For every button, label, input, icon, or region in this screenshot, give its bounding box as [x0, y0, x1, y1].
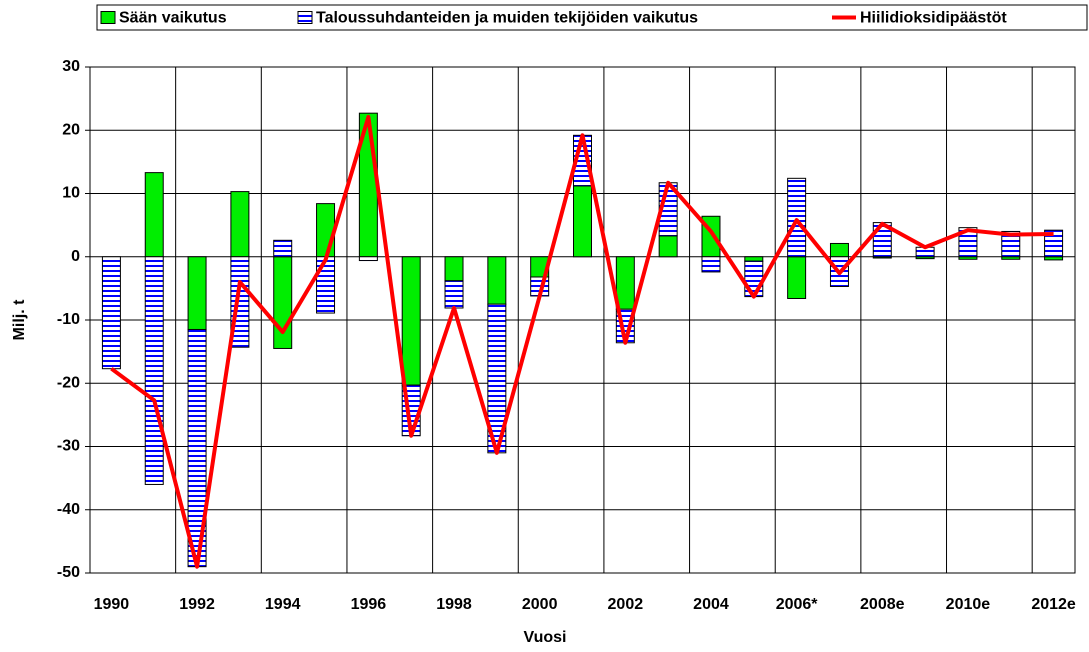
bar	[787, 177, 807, 258]
bar	[701, 256, 721, 273]
x-tick-label: 2002	[608, 596, 644, 613]
y-tick-label: 20	[62, 121, 80, 138]
bar	[273, 256, 293, 349]
bar	[316, 256, 336, 314]
bar	[744, 260, 764, 298]
y-tick-label: -20	[57, 374, 80, 391]
bar	[744, 256, 764, 262]
x-tick-label: 1990	[94, 596, 130, 613]
x-tick-label: 2004	[693, 596, 729, 613]
y-tick-label: 0	[71, 248, 80, 265]
y-tick-label: -30	[57, 438, 80, 455]
bar	[787, 256, 807, 299]
x-tick-label: 2000	[522, 596, 558, 613]
y-tick-label: -40	[57, 501, 80, 518]
bar	[144, 256, 164, 485]
legend-label: Sään vaikutus	[119, 10, 227, 27]
x-tick-label: 2010e	[946, 596, 991, 613]
bar	[358, 256, 378, 262]
x-tick-label: 1998	[436, 596, 472, 613]
line	[110, 114, 1054, 569]
x-axis-label: Vuosi	[524, 629, 567, 646]
bar	[230, 191, 250, 258]
x-tick-label: 2008e	[860, 596, 905, 613]
bar	[144, 172, 164, 258]
legend-label: Hiilidioksidipäästöt	[860, 10, 1007, 27]
bar	[273, 239, 293, 258]
legend-box	[96, 4, 1088, 31]
bar	[958, 227, 978, 258]
x-tick-label: 1996	[351, 596, 387, 613]
x-tick-label: 2012e	[1031, 596, 1076, 613]
bar	[444, 280, 464, 309]
bar	[658, 235, 678, 258]
x-tick-label: 1992	[179, 596, 215, 613]
legend-label: Taloussuhdanteiden ja muiden tekijöiden …	[316, 10, 698, 27]
legend: Sään vaikutus Taloussuhdanteiden ja muide…	[96, 4, 1088, 31]
bar	[1044, 229, 1064, 258]
y-tick-label: 10	[62, 185, 80, 202]
bar	[829, 242, 849, 258]
bar	[1001, 230, 1021, 258]
bar	[615, 256, 635, 310]
bar	[487, 256, 507, 305]
legend-swatch	[297, 11, 313, 24]
bar	[101, 256, 121, 370]
legend-swatch	[100, 11, 116, 24]
y-axis-label: Milj. t	[11, 299, 28, 341]
bar	[573, 185, 592, 258]
bar	[316, 203, 336, 258]
bar	[187, 256, 207, 330]
y-tick-label: 30	[62, 58, 80, 75]
y-tick-label: -50	[57, 564, 80, 581]
x-tick-label: 1994	[265, 596, 301, 613]
x-tick-label: 2006*	[776, 596, 819, 613]
bar	[444, 256, 464, 282]
y-tick-label: -10	[57, 311, 80, 328]
bar	[401, 256, 421, 386]
